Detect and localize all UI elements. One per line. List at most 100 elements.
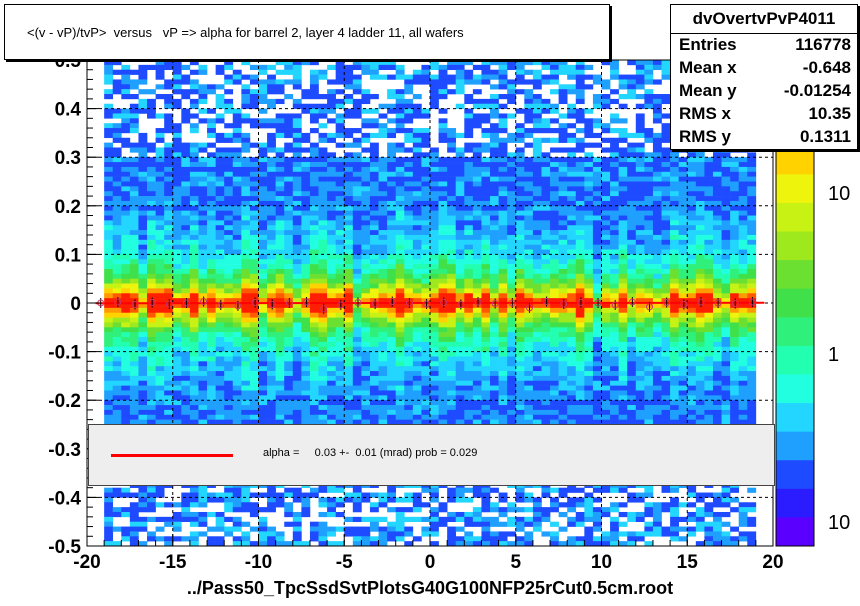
heatmap-cell [335, 191, 345, 197]
heatmap-cell [498, 375, 508, 382]
heatmap-cell [189, 103, 199, 109]
heatmap-cell [481, 419, 491, 425]
heatmap-cell [335, 390, 345, 396]
heatmap-cell [172, 123, 182, 129]
heatmap-cell [558, 64, 568, 71]
heatmap-cell [164, 536, 174, 542]
heatmap-cell [524, 492, 534, 498]
heatmap-cell [472, 171, 482, 177]
heatmap-cell [378, 541, 388, 547]
heatmap-cell [249, 166, 259, 173]
heatmap-cell [592, 162, 602, 168]
heatmap-cell [584, 200, 594, 207]
heatmap-cell [472, 220, 482, 226]
heatmap-cell [472, 196, 482, 202]
heatmap-cell [472, 181, 482, 187]
heatmap-cell [387, 118, 397, 124]
heatmap-cell [592, 191, 602, 197]
heatmap-cell [138, 400, 148, 406]
heatmap-cell [198, 166, 208, 173]
heatmap-cell [207, 176, 216, 182]
heatmap-cell [567, 264, 577, 270]
heatmap-cell [524, 268, 534, 275]
heatmap-cell [129, 268, 139, 275]
heatmap-cell [361, 400, 371, 406]
heatmap-cell [344, 220, 354, 226]
heatmap-cell [267, 191, 276, 197]
heatmap-cell [421, 395, 431, 401]
heatmap-cell [447, 346, 457, 352]
heatmap-cell [335, 307, 345, 314]
heatmap-cell [430, 400, 439, 406]
heatmap-cell [412, 409, 422, 416]
heatmap-cell [155, 366, 165, 372]
heatmap-cell [232, 205, 242, 211]
heatmap-cell [258, 356, 268, 362]
heatmap-cell [189, 186, 199, 192]
heatmap-cell [541, 230, 551, 236]
heatmap-cell [198, 409, 208, 416]
heatmap-cell [241, 142, 251, 148]
heatmap-cell [498, 215, 508, 221]
heatmap-cell [241, 273, 251, 279]
heatmap-cell [515, 298, 525, 304]
heatmap-cell [472, 341, 482, 348]
heatmap-cell [361, 157, 371, 163]
heatmap-cell [301, 191, 311, 197]
heatmap-cell [121, 264, 131, 270]
heatmap-cell [267, 541, 276, 547]
heatmap-cell [112, 137, 122, 143]
heatmap-cell [129, 259, 139, 265]
heatmap-cell [164, 502, 174, 508]
heatmap-cell [464, 79, 474, 85]
heatmap-cell [352, 419, 362, 425]
heatmap-cell [232, 288, 242, 294]
heatmap-cell [592, 375, 602, 382]
heatmap-cell [558, 132, 568, 139]
heatmap-cell [524, 259, 534, 265]
heatmap-cell [172, 405, 182, 411]
heatmap-cell [138, 108, 148, 114]
heatmap-cell [267, 303, 276, 309]
heatmap-cell [558, 337, 568, 343]
heatmap-cell [412, 419, 422, 425]
heatmap-cell [481, 327, 491, 333]
heatmap-cell [438, 385, 448, 391]
heatmap-cell [498, 303, 508, 309]
heatmap-cell [481, 405, 491, 411]
heatmap-cell [592, 205, 602, 211]
heatmap-cell [104, 303, 114, 309]
heatmap-cell [112, 492, 122, 498]
heatmap-cell [335, 395, 345, 401]
heatmap-cell [490, 123, 499, 129]
heatmap-cell [352, 79, 362, 85]
heatmap-cell [275, 317, 285, 323]
heatmap-cell [344, 531, 354, 537]
heatmap-cell [387, 230, 397, 236]
heatmap-cell [567, 186, 577, 192]
heatmap-cell [575, 414, 585, 420]
heatmap-cell [241, 244, 251, 250]
heatmap-cell [258, 526, 268, 532]
heatmap-cell [198, 497, 208, 503]
heatmap-cell [481, 142, 491, 148]
heatmap-cell [507, 361, 517, 367]
heatmap-cell [292, 526, 302, 532]
heatmap-cell [584, 322, 594, 328]
heatmap-cell [352, 205, 362, 211]
heatmap-cell [369, 166, 379, 173]
heatmap-cell [121, 79, 131, 85]
heatmap-cell [352, 215, 362, 221]
heatmap-cell [395, 200, 405, 207]
heatmap-cell [232, 502, 242, 508]
heatmap-cell [567, 366, 577, 372]
heatmap-cell [327, 317, 336, 323]
heatmap-cell [224, 176, 234, 182]
heatmap-cell [301, 405, 311, 411]
heatmap-cell [301, 307, 311, 314]
heatmap-cell [352, 341, 362, 348]
heatmap-cell [481, 307, 491, 314]
heatmap-cell [224, 366, 234, 372]
heatmap-cell [524, 103, 534, 109]
heatmap-cell [344, 69, 354, 75]
